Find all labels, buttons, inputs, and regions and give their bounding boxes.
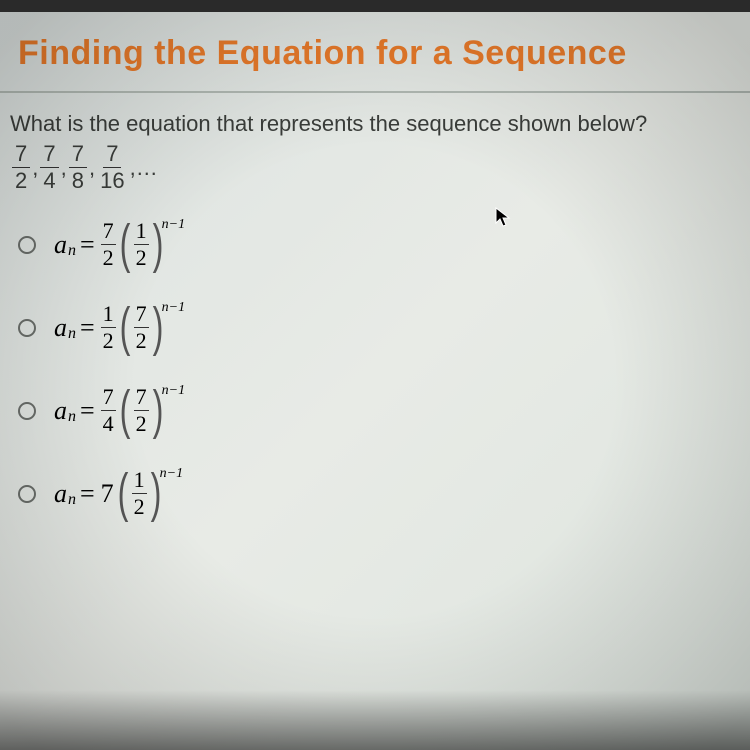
sequence-term: 7 16: [97, 143, 127, 192]
formula-a: an = 7 2 ( 1 2 ) n−1: [54, 220, 190, 269]
sequence-term: 7 2: [12, 143, 30, 192]
radio-icon[interactable]: [18, 319, 36, 337]
sequence-term: 7 8: [69, 143, 87, 192]
question-area: What is the equation that represents the…: [0, 93, 750, 518]
option-b[interactable]: an = 1 2 ( 7 2 ) n−1: [18, 303, 734, 352]
option-c[interactable]: an = 7 4 ( 7 2 ) n−1: [18, 386, 734, 435]
sequence-term: 7 4: [40, 143, 58, 192]
question-prompt: What is the equation that represents the…: [10, 111, 734, 137]
mouse-cursor-icon: [495, 207, 511, 229]
formula-c: an = 7 4 ( 7 2 ) n−1: [54, 386, 190, 435]
option-d[interactable]: an = 7 ( 1 2 ) n−1: [18, 469, 734, 518]
quiz-screen: Finding the Equation for a Sequence What…: [0, 0, 750, 750]
formula-d: an = 7 ( 1 2 ) n−1: [54, 469, 188, 518]
radio-icon[interactable]: [18, 236, 36, 254]
formula-b: an = 1 2 ( 7 2 ) n−1: [54, 303, 190, 352]
page-title: Finding the Equation for a Sequence: [18, 34, 730, 73]
header: Finding the Equation for a Sequence: [0, 12, 750, 93]
sequence-display: 7 2 , 7 4 , 7 8 , 7 16 ,…: [12, 143, 734, 192]
option-a[interactable]: an = 7 2 ( 1 2 ) n−1: [18, 220, 734, 269]
radio-icon[interactable]: [18, 485, 36, 503]
radio-icon[interactable]: [18, 402, 36, 420]
answer-options: an = 7 2 ( 1 2 ) n−1: [10, 220, 734, 518]
bottom-shadow: [0, 690, 750, 750]
